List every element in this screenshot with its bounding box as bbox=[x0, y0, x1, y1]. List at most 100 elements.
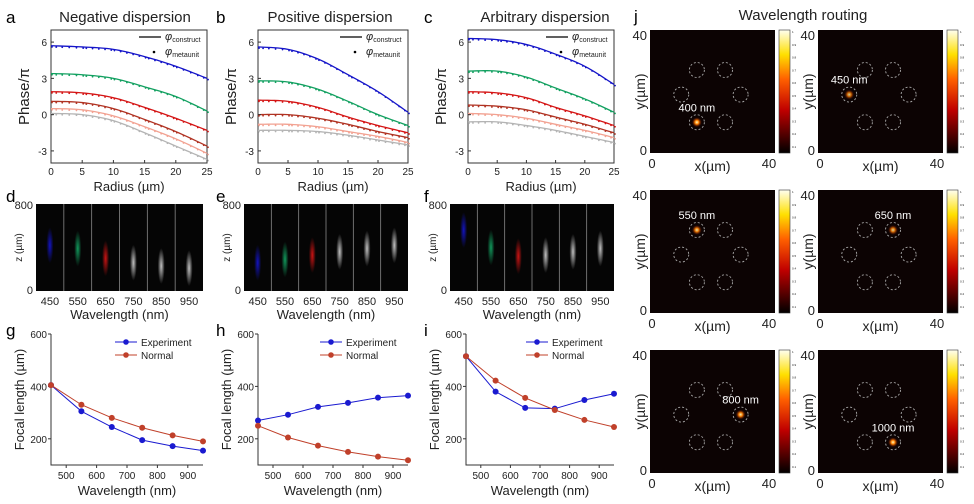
metaunit-point bbox=[604, 135, 607, 138]
metaunit-point bbox=[144, 119, 147, 122]
colorbar-tick-label: 0.2 bbox=[960, 452, 965, 456]
metaunit-point bbox=[597, 133, 600, 136]
series-line-pink bbox=[50, 107, 208, 154]
metaunit-point bbox=[497, 71, 500, 74]
metaunit-point bbox=[324, 132, 326, 135]
x-tick-label: 900 bbox=[591, 471, 608, 482]
axes bbox=[257, 334, 408, 466]
y-tick-label: 40 bbox=[801, 28, 815, 43]
colorbar-tick-label: 0.4 bbox=[960, 267, 965, 271]
metaunit-point bbox=[506, 115, 508, 118]
metaunit-point bbox=[315, 106, 317, 109]
metaunit-point bbox=[303, 116, 305, 119]
metaunit-point bbox=[309, 131, 311, 134]
metaunit-point bbox=[202, 76, 205, 79]
metaunit-point bbox=[348, 117, 350, 120]
metaunit-point bbox=[497, 106, 500, 109]
y-axis-label: y(µm) bbox=[800, 73, 816, 109]
metaunit-point bbox=[391, 119, 394, 122]
metaunit-point bbox=[196, 106, 199, 109]
x-tick-label: 40 bbox=[930, 476, 944, 491]
metaunit-point bbox=[348, 135, 350, 138]
metaunit-point bbox=[584, 66, 587, 69]
metaunit-point bbox=[490, 92, 493, 95]
colorbar-tick-label: 0.6 bbox=[960, 401, 965, 405]
metaunit-point bbox=[523, 44, 526, 46]
metaunit-point bbox=[564, 110, 567, 113]
metaunit-point bbox=[281, 101, 284, 103]
metaunit-point bbox=[378, 91, 380, 94]
panel-letter: a bbox=[6, 8, 16, 27]
y-tick-label: -3 bbox=[245, 147, 254, 158]
axes bbox=[50, 334, 203, 466]
x-tick-label: 800 bbox=[355, 471, 372, 482]
metaunit-point bbox=[532, 111, 535, 114]
colorbar-tick-label: 0.6 bbox=[792, 81, 797, 85]
metaunit-point bbox=[348, 131, 350, 134]
metaunit-point bbox=[584, 136, 587, 139]
x-tick-label: 10 bbox=[312, 167, 324, 178]
data-point-experiment bbox=[375, 394, 381, 401]
data-point-normal bbox=[345, 448, 351, 455]
metaunit-point bbox=[68, 101, 71, 104]
focal-spot-450 bbox=[460, 212, 468, 249]
focus-spot bbox=[888, 224, 898, 235]
colorbar-tick-label: 0.3 bbox=[960, 279, 965, 283]
detector-circle bbox=[885, 434, 901, 451]
metaunit-point bbox=[538, 120, 540, 123]
metaunit-point bbox=[125, 125, 128, 128]
metaunit-point bbox=[532, 46, 535, 49]
metaunit-point bbox=[500, 115, 503, 117]
series-line-pink bbox=[257, 123, 409, 144]
x-tick-label: 25 bbox=[608, 167, 620, 178]
legend-symbol: φ bbox=[572, 31, 579, 43]
y-tick-label: 40 bbox=[633, 348, 647, 363]
metaunit-point bbox=[558, 131, 561, 134]
metaunit-point bbox=[202, 157, 205, 160]
metaunit-point bbox=[384, 133, 387, 136]
metaunit-point bbox=[281, 48, 284, 51]
colorbar-tick-label: 0.8 bbox=[792, 376, 797, 380]
metaunit-point bbox=[104, 96, 106, 98]
colorbar-tick-label: 0.2 bbox=[792, 132, 797, 136]
metaunit-point bbox=[375, 113, 377, 116]
data-point-normal bbox=[200, 438, 206, 445]
x-axis-label: x(µm) bbox=[694, 158, 730, 174]
focal-spot-850 bbox=[157, 247, 165, 284]
metaunit-point bbox=[291, 130, 293, 133]
intensity-map bbox=[650, 350, 775, 473]
metaunit-point bbox=[75, 114, 78, 117]
metaunit-point bbox=[274, 130, 277, 133]
metaunit-point bbox=[576, 62, 578, 65]
metaunit-point bbox=[517, 96, 520, 98]
focal-spot-450 bbox=[254, 244, 262, 281]
legend-label: φmetaunit bbox=[366, 46, 400, 59]
metaunit-point bbox=[336, 121, 338, 124]
colorbar-tick-label: 0.4 bbox=[792, 107, 797, 111]
legend-label: Experiment bbox=[552, 338, 603, 349]
detector-circle bbox=[688, 434, 705, 451]
metaunit-point bbox=[468, 122, 470, 124]
focal-spot-750 bbox=[336, 233, 344, 270]
metaunit-point bbox=[484, 121, 487, 124]
legend-dot bbox=[559, 50, 563, 54]
colorbar-tick-label: 0.7 bbox=[960, 68, 965, 72]
metaunit-point bbox=[55, 46, 58, 48]
metaunit-point bbox=[614, 142, 616, 145]
metaunit-point bbox=[517, 75, 520, 77]
y-tick-label: 40 bbox=[633, 28, 647, 43]
panel-d: d 450 550 650 750 850 950 800 0 Wavelength (nm) z … bbox=[6, 187, 203, 322]
panel-e: e 450 550 650 750 850 950 800 0 Wavelength (nm) z … bbox=[216, 187, 408, 322]
metaunit-point bbox=[182, 142, 185, 144]
legend-subscript: construct bbox=[373, 37, 401, 44]
colorbar-tick-label: 0.8 bbox=[960, 216, 965, 220]
metaunit-point bbox=[472, 92, 474, 94]
metaunit-point bbox=[207, 130, 209, 133]
x-tick-label: 550 bbox=[69, 296, 87, 308]
x-tick-label: 500 bbox=[265, 471, 282, 482]
legend-label: Normal bbox=[346, 351, 378, 362]
metaunit-point bbox=[363, 137, 365, 140]
metaunit-point bbox=[472, 105, 474, 108]
metaunit-point bbox=[511, 123, 514, 126]
metaunit-point bbox=[357, 120, 359, 122]
